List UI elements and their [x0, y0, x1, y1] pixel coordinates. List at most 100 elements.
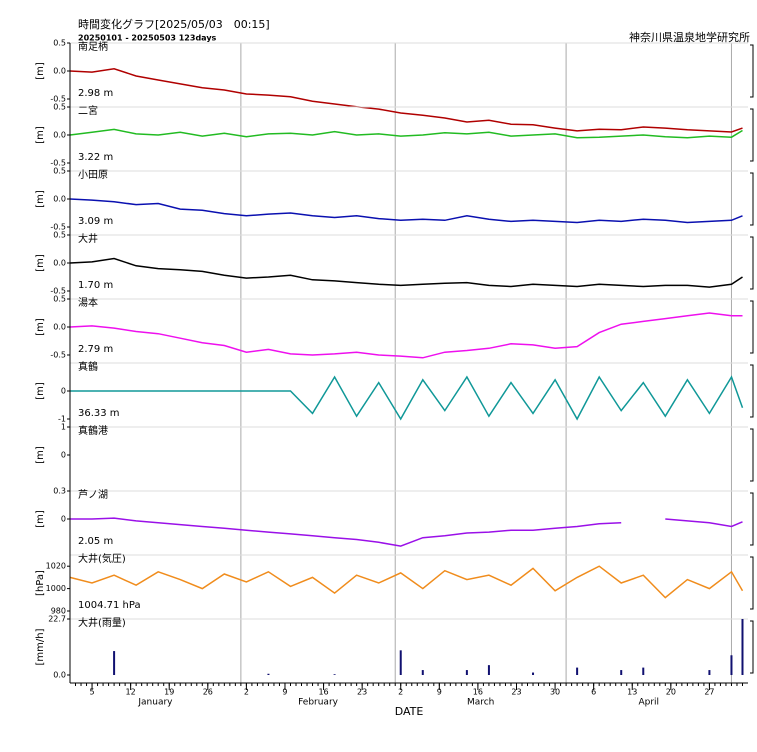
reading: 2.05 m	[78, 536, 113, 547]
right-bracket	[750, 236, 754, 290]
y-axis-label: [m]	[35, 510, 46, 528]
reading: 36.33 m	[78, 408, 120, 419]
reading: 1.70 m	[78, 280, 113, 291]
panel-name: 南足柄	[78, 40, 108, 53]
y-tick-label: 0.0	[53, 259, 66, 268]
panel-name: 真鶴	[78, 360, 98, 373]
reading: 2.79 m	[78, 344, 113, 355]
bar	[113, 651, 116, 675]
bar	[730, 655, 733, 675]
panel-name: 湯本	[78, 296, 98, 309]
source: 神奈川県温泉地学研究所	[629, 30, 750, 44]
x-tick-label: 9	[282, 688, 287, 697]
y-tick-label: 0.5	[53, 295, 66, 304]
reading: 3.09 m	[78, 216, 113, 227]
y-axis-label: [m]	[35, 382, 46, 400]
panel-name: 大井(雨量)	[78, 616, 126, 629]
bar	[267, 673, 270, 675]
x-tick-label: 16	[473, 688, 483, 697]
x-tick-label: 2	[398, 688, 403, 697]
y-tick-label: 0	[61, 387, 66, 396]
series-line	[69, 565, 744, 599]
series-line	[69, 198, 743, 224]
x-tick-label: 26	[203, 688, 213, 697]
series-line	[70, 517, 743, 547]
y-tick-label: -1	[58, 415, 66, 424]
right-bracket	[750, 364, 754, 418]
x-tick-label: 6	[591, 688, 596, 697]
right-bracket	[750, 620, 754, 674]
y-tick-label: -0.5	[50, 159, 66, 168]
y-tick-label: 0.0	[53, 323, 66, 332]
x-tick-label: 12	[126, 688, 136, 697]
y-axis-label: [m]	[35, 62, 46, 80]
y-tick-label: 1020	[46, 562, 66, 571]
x-tick-label: 30	[550, 688, 560, 697]
series-line	[69, 312, 743, 359]
right-bracket	[750, 172, 754, 226]
month-label: February	[298, 698, 339, 708]
y-tick-label: 0.5	[53, 103, 66, 112]
reading: 2.98 m	[78, 88, 113, 99]
y-tick-label: 0.0	[53, 671, 66, 680]
bar	[421, 670, 424, 675]
series-line	[70, 375, 744, 421]
right-bracket	[750, 492, 754, 546]
panel-name: 真鶴港	[78, 424, 108, 437]
y-tick-label: -0.5	[50, 287, 66, 296]
panel-name: 二宮	[78, 104, 98, 117]
right-bracket	[750, 44, 754, 98]
x-tick-label: 23	[357, 688, 367, 697]
y-tick-label: 0.5	[53, 231, 66, 240]
month-label: April	[638, 698, 659, 708]
bar	[741, 619, 744, 675]
y-axis-label: [m]	[35, 254, 46, 272]
bar	[465, 670, 468, 675]
panel-name: 小田原	[78, 169, 108, 181]
y-tick-label: 0.0	[53, 67, 66, 76]
x-tick-label: 9	[437, 688, 442, 697]
bar	[708, 670, 711, 675]
y-axis-label: [mm/h]	[35, 628, 46, 665]
bar	[642, 667, 645, 675]
y-axis-label: [m]	[35, 318, 46, 336]
bar	[487, 665, 490, 675]
x-tick-label: 19	[164, 688, 174, 697]
y-axis-label: [m]	[35, 190, 46, 208]
y-tick-label: -0.5	[50, 223, 66, 232]
right-bracket	[750, 108, 754, 162]
y-tick-label: 0	[61, 515, 66, 524]
x-tick-label: 23	[511, 688, 521, 697]
x-tick-label: 20	[666, 688, 676, 697]
y-tick-label: 1000	[46, 584, 66, 593]
bar	[620, 670, 623, 675]
y-tick-label: 0.0	[53, 131, 66, 140]
y-axis-label: [hPa]	[35, 570, 46, 596]
bar	[576, 667, 579, 675]
panel-name: 大井(気圧)	[78, 552, 126, 565]
x-tick-label: 2	[244, 688, 249, 697]
y-tick-label: -0.5	[50, 95, 66, 104]
panel-name: 大井	[78, 232, 98, 245]
y-tick-label: -0.5	[50, 351, 66, 360]
series-line	[69, 68, 743, 133]
chart-title: 時間変化グラフ[2025/05/03 00:15]	[78, 17, 270, 31]
y-tick-label: 1	[61, 423, 66, 432]
y-tick-label: 0.5	[53, 167, 66, 176]
y-tick-label: 0	[61, 451, 66, 460]
y-tick-label: 0.0	[53, 195, 66, 204]
reading: 1004.71 hPa	[78, 600, 141, 611]
right-bracket	[750, 556, 754, 610]
month-label: January	[137, 698, 173, 708]
series-line	[69, 257, 743, 288]
series-line	[69, 128, 743, 139]
panel-name: 芦ノ湖	[78, 489, 108, 501]
bar	[399, 650, 402, 675]
y-tick-label: 0.5	[53, 39, 66, 48]
x-tick-label: 16	[318, 688, 328, 697]
y-axis-label: [m]	[35, 446, 46, 464]
right-bracket	[750, 428, 754, 482]
reading: 3.22 m	[78, 152, 113, 163]
y-tick-label: 980	[51, 607, 66, 616]
